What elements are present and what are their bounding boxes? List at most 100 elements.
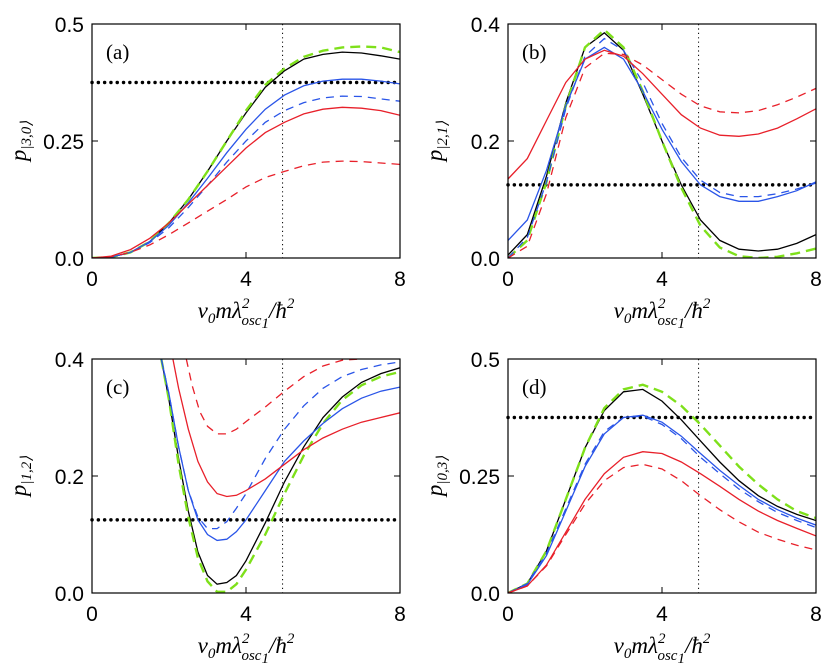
panel-label: (c) — [106, 375, 129, 399]
x-tick-label: 0 — [86, 603, 98, 626]
y-tick-label: 0.0 — [55, 248, 84, 271]
y-label-base: p — [422, 485, 447, 499]
x-tick-label: 4 — [240, 603, 252, 626]
x-label-sub-1: 1 — [677, 316, 685, 332]
x-tick-label: 4 — [656, 268, 668, 291]
x-tick-label: 8 — [394, 268, 406, 291]
x-label-tail-sup: 2 — [287, 296, 295, 312]
series-green-dashed — [160, 359, 400, 593]
x-label-v: v — [198, 298, 209, 323]
x-axis-label: v0mλ2 osc1/ħ2 — [198, 296, 295, 332]
series-blue-solid — [508, 46, 816, 241]
x-label-hbar: /ħ — [683, 298, 703, 323]
x-label-v: v — [198, 633, 209, 658]
plot-frame — [507, 358, 817, 594]
x-label-sup: 2 — [242, 296, 250, 312]
series-blue-dashed — [508, 415, 816, 593]
series-red-solid — [172, 359, 400, 498]
x-label-sub-osc: osc — [241, 648, 261, 664]
y-tick-label: 0.5 — [471, 349, 500, 372]
x-label-sub-osc: osc — [241, 313, 261, 329]
x-label-sub0: 0 — [624, 311, 632, 327]
x-tick-label: 0 — [502, 603, 514, 626]
y-tick-label: 0.4 — [471, 14, 501, 37]
x-label-sub-osc: osc — [657, 648, 677, 664]
x-tick-label: 4 — [240, 268, 252, 291]
x-axis-label: v0mλ2 osc1/ħ2 — [614, 631, 711, 666]
panel-3: 0 4 80.00.250.5(d)p|0,3⟩v0mλ2 osc1/ħ2 — [422, 349, 822, 666]
series-red-dashed — [508, 463, 816, 593]
x-label-sub-1: 1 — [261, 316, 269, 332]
x-axis-label: v0mλ2 osc1/ħ2 — [198, 631, 295, 666]
x-tick-label: 8 — [810, 268, 822, 291]
x-label-v: v — [614, 298, 625, 323]
x-tick-label: 4 — [656, 603, 668, 626]
x-label-m-lambda: mλ — [215, 298, 242, 323]
x-label-sub0: 0 — [208, 311, 216, 327]
x-tick-label: 8 — [810, 603, 822, 626]
series-green-dashed — [508, 383, 816, 593]
y-tick-label: 0.2 — [471, 131, 500, 154]
series-group — [508, 28, 816, 258]
series-red-dashed — [508, 52, 816, 258]
panel-label: (d) — [522, 375, 547, 399]
y-tick-label: 0.2 — [55, 466, 84, 489]
x-axis-label: v0mλ2 osc1/ħ2 — [614, 296, 711, 332]
panel-2: 0 4 80.00.20.4(c)p|1,2⟩v0mλ2 osc1/ħ2 — [6, 349, 406, 666]
panel-0: 0 4 80.00.250.5(a)p|3,0⟩v0mλ2 osc1/ħ2 — [6, 14, 406, 332]
y-tick-label: 0.0 — [471, 583, 500, 606]
y-tick-label: 0.0 — [471, 248, 500, 271]
x-label-v: v — [614, 633, 625, 658]
plot-frame — [91, 358, 401, 594]
series-red-dashed — [92, 160, 400, 258]
x-tick-label: 0 — [502, 268, 514, 291]
x-label-m-lambda: mλ — [631, 298, 658, 323]
x-label-hbar: /ħ — [267, 633, 287, 658]
x-label-sub0: 0 — [208, 646, 216, 662]
x-label-m-lambda: mλ — [215, 633, 242, 658]
series-blue-dashed — [160, 359, 400, 530]
y-tick-label: 0.25 — [459, 466, 500, 489]
panel-label: (a) — [106, 40, 129, 64]
x-label-sup: 2 — [242, 631, 250, 647]
y-label-base: p — [6, 150, 31, 164]
series-group — [160, 359, 400, 593]
x-label-m-lambda: mλ — [631, 633, 658, 658]
y-label-subscript: |3,0⟩ — [19, 121, 35, 150]
y-tick-label: 0.25 — [43, 131, 84, 154]
x-tick-label: 0 — [86, 268, 98, 291]
y-tick-label: 0.4 — [55, 349, 85, 372]
y-label-base: p — [422, 150, 447, 164]
panel-1: 0 4 80.00.20.4(b)p|2,1⟩v0mλ2 osc1/ħ2 — [422, 14, 822, 332]
series-group — [508, 383, 816, 593]
series-red-dashed — [185, 359, 362, 435]
x-label-sub0: 0 — [624, 646, 632, 662]
x-tick-label: 8 — [394, 603, 406, 626]
x-label-tail-sup: 2 — [287, 631, 295, 647]
x-label-hbar: /ħ — [683, 633, 703, 658]
y-axis-label: p|1,2⟩ — [6, 456, 35, 498]
series-green-dashed — [92, 45, 400, 258]
y-tick-label: 0.0 — [55, 583, 84, 606]
series-red-solid — [508, 451, 816, 593]
x-label-sup: 2 — [658, 631, 666, 647]
y-tick-label: 0.5 — [55, 14, 84, 37]
y-axis-label: p|2,1⟩ — [422, 121, 451, 163]
x-label-tail-sup: 2 — [703, 631, 711, 647]
series-red-solid — [92, 106, 400, 258]
x-label-sub-osc: osc — [657, 313, 677, 329]
x-label-tail-sup: 2 — [703, 296, 711, 312]
panel-label: (b) — [522, 40, 547, 64]
y-label-subscript: |2,1⟩ — [435, 121, 451, 150]
x-label-sub-1: 1 — [261, 651, 269, 666]
series-blue-dashed — [92, 95, 400, 258]
series-group — [92, 45, 400, 258]
y-axis-label: p|3,0⟩ — [6, 121, 35, 163]
x-label-hbar: /ħ — [267, 298, 287, 323]
x-label-sup: 2 — [658, 296, 666, 312]
series-black-solid — [92, 51, 400, 258]
x-label-sub-1: 1 — [677, 651, 685, 666]
y-label-subscript: |1,2⟩ — [19, 456, 35, 485]
series-blue-solid — [92, 78, 400, 258]
